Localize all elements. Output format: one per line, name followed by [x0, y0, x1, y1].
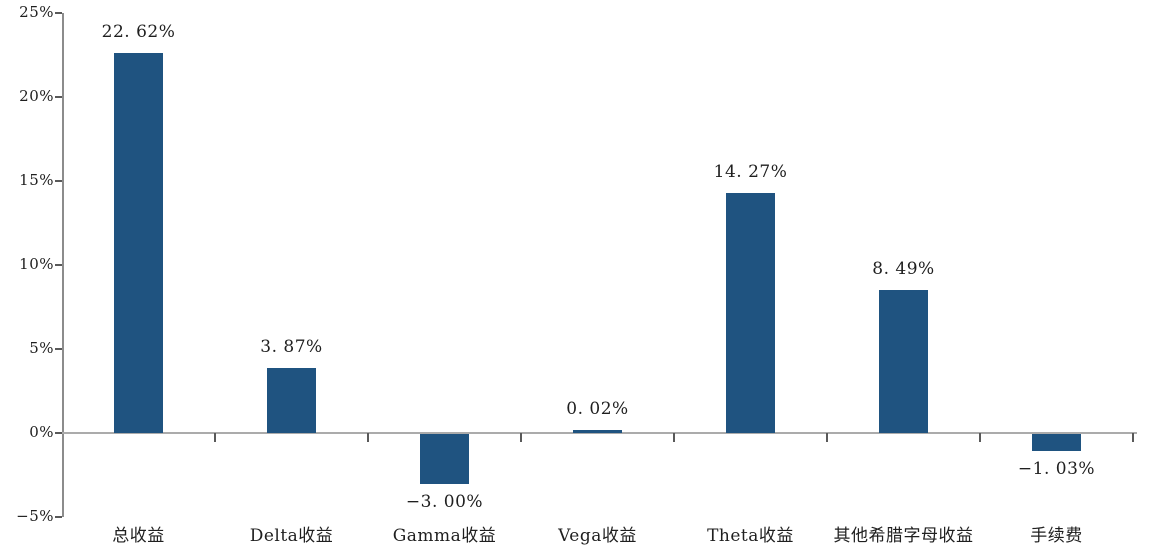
bar: [420, 434, 469, 484]
x-axis-label: Vega收益: [558, 526, 637, 546]
bar: [573, 430, 622, 433]
y-axis-label: 20%: [19, 87, 54, 105]
x-axis-label: 总收益: [112, 526, 165, 546]
zero-line: [62, 432, 1137, 434]
bar-value-label: −1. 03%: [1017, 459, 1096, 479]
y-axis-tick: [55, 348, 62, 350]
x-axis-label: Theta收益: [707, 526, 794, 546]
y-axis-tick: [55, 180, 62, 182]
bar-value-label: 0. 02%: [566, 399, 629, 419]
y-axis-label: 5%: [29, 339, 54, 357]
bar-value-label: 3. 87%: [260, 337, 323, 357]
bar-value-label: 14. 27%: [713, 162, 788, 182]
y-axis-tick: [55, 96, 62, 98]
x-axis-tick: [367, 433, 369, 442]
x-axis-label: Gamma收益: [392, 526, 497, 546]
bar: [114, 53, 163, 433]
y-axis-label: −5%: [16, 507, 54, 525]
y-axis-tick: [55, 432, 62, 434]
x-axis-tick: [520, 433, 522, 442]
y-axis-tick: [55, 12, 62, 14]
bar: [726, 193, 775, 433]
bar-value-label: 8. 49%: [872, 259, 935, 279]
bar: [1032, 434, 1081, 451]
x-axis-label: 其他希腊字母收益: [833, 526, 974, 546]
x-axis-tick: [826, 433, 828, 442]
x-axis-tick: [979, 433, 981, 442]
bar: [879, 290, 928, 433]
y-axis-label: 0%: [29, 423, 54, 441]
y-axis-label: 10%: [19, 255, 54, 273]
y-axis-line: [62, 13, 64, 517]
bar-value-label: −3. 00%: [405, 492, 484, 512]
x-axis-tick: [673, 433, 675, 442]
y-axis-tick: [55, 264, 62, 266]
y-axis-label: 25%: [19, 3, 54, 21]
y-axis-label: 15%: [19, 171, 54, 189]
y-axis-tick: [55, 516, 62, 518]
x-axis-tick: [1132, 433, 1134, 442]
x-axis-label: 手续费: [1030, 526, 1083, 546]
bar: [267, 368, 316, 433]
x-axis-label: Delta收益: [249, 526, 334, 546]
x-axis-tick: [214, 433, 216, 442]
bar-value-label: 22. 62%: [101, 22, 176, 42]
